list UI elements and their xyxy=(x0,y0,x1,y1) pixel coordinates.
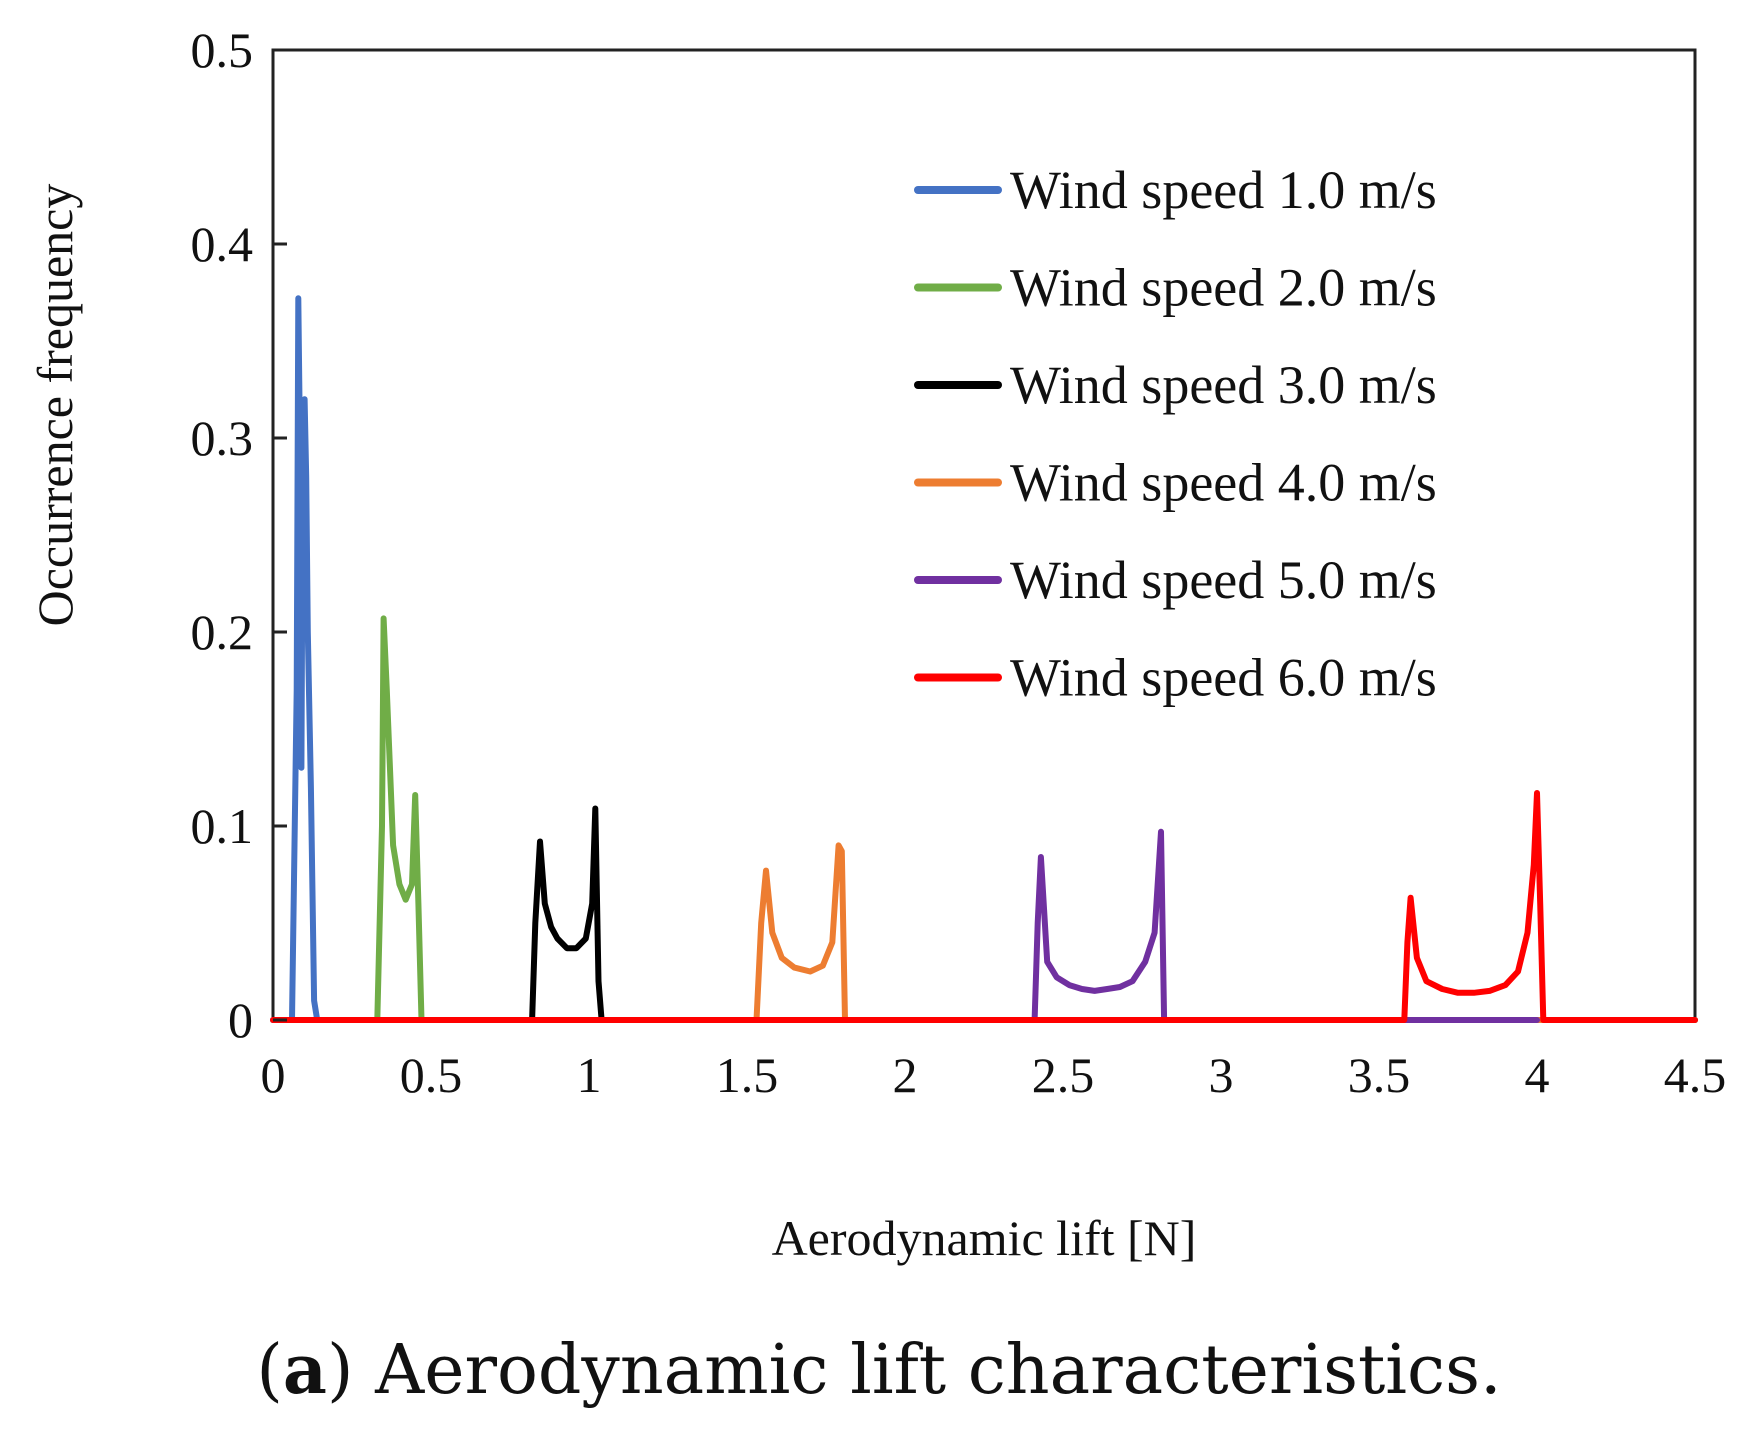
y-tick-label: 0.5 xyxy=(191,22,254,78)
y-tick-label: 0.1 xyxy=(191,798,254,854)
y-tick-label: 0 xyxy=(228,992,253,1048)
legend-label: Wind speed 4.0 m/s xyxy=(1010,453,1437,513)
plot-frame xyxy=(271,48,1697,1022)
caption-label: a xyxy=(282,1330,327,1410)
y-tick-label: 0.3 xyxy=(191,410,254,466)
x-tick-label: 0 xyxy=(261,1047,286,1103)
x-tick-label: 3.5 xyxy=(1348,1047,1411,1103)
x-tick-label: 1 xyxy=(577,1047,602,1103)
y-tick-label: 0.4 xyxy=(191,216,254,272)
series-line xyxy=(270,842,1698,1023)
x-tick-label: 4.5 xyxy=(1664,1047,1727,1103)
axis-layer: 0 0.1 0.2 0.3 0.4 0.5 0 0.5 1 1.5 2 2.5 3 3.5 4 4.5 xyxy=(191,22,1727,1103)
series-layer xyxy=(270,295,1698,1023)
legend-label: Wind speed 3.0 m/s xyxy=(1010,355,1437,415)
legend-label: Wind speed 2.0 m/s xyxy=(1010,258,1437,318)
legend-label: Wind speed 6.0 m/s xyxy=(1010,648,1437,708)
x-tick-label: 1.5 xyxy=(716,1047,779,1103)
series-line xyxy=(270,828,1540,1023)
x-tick-label: 2 xyxy=(893,1047,918,1103)
series-line xyxy=(270,790,1698,1023)
legend-label: Wind speed 1.0 m/s xyxy=(1010,160,1437,220)
plot-area: 0 0.1 0.2 0.3 0.4 0.5 0 0.5 1 1.5 2 2.5 3 3.5 4 4.5 xyxy=(191,22,1727,1103)
series-line xyxy=(270,805,1698,1023)
x-tick-label: 0.5 xyxy=(400,1047,463,1103)
caption-text: Aerodynamic lift characteristics. xyxy=(375,1331,1502,1410)
y-tick-label: 0.2 xyxy=(191,604,254,660)
figure-caption: (a) Aerodynamic lift characteristics. xyxy=(256,1330,1502,1410)
x-axis-title: Aerodynamic lift [N] xyxy=(772,1210,1197,1266)
x-tick-label: 2.5 xyxy=(1032,1047,1095,1103)
legend-label: Wind speed 5.0 m/s xyxy=(1010,550,1437,610)
legend: Wind speed 1.0 m/s Wind speed 2.0 m/s Wind… xyxy=(914,160,1437,708)
series-line xyxy=(270,295,1698,1023)
series-line xyxy=(270,615,1698,1023)
x-tick-label: 4 xyxy=(1525,1047,1550,1103)
x-tick-label: 3 xyxy=(1209,1047,1234,1103)
y-axis-title: Occurrence frequency xyxy=(27,184,83,627)
